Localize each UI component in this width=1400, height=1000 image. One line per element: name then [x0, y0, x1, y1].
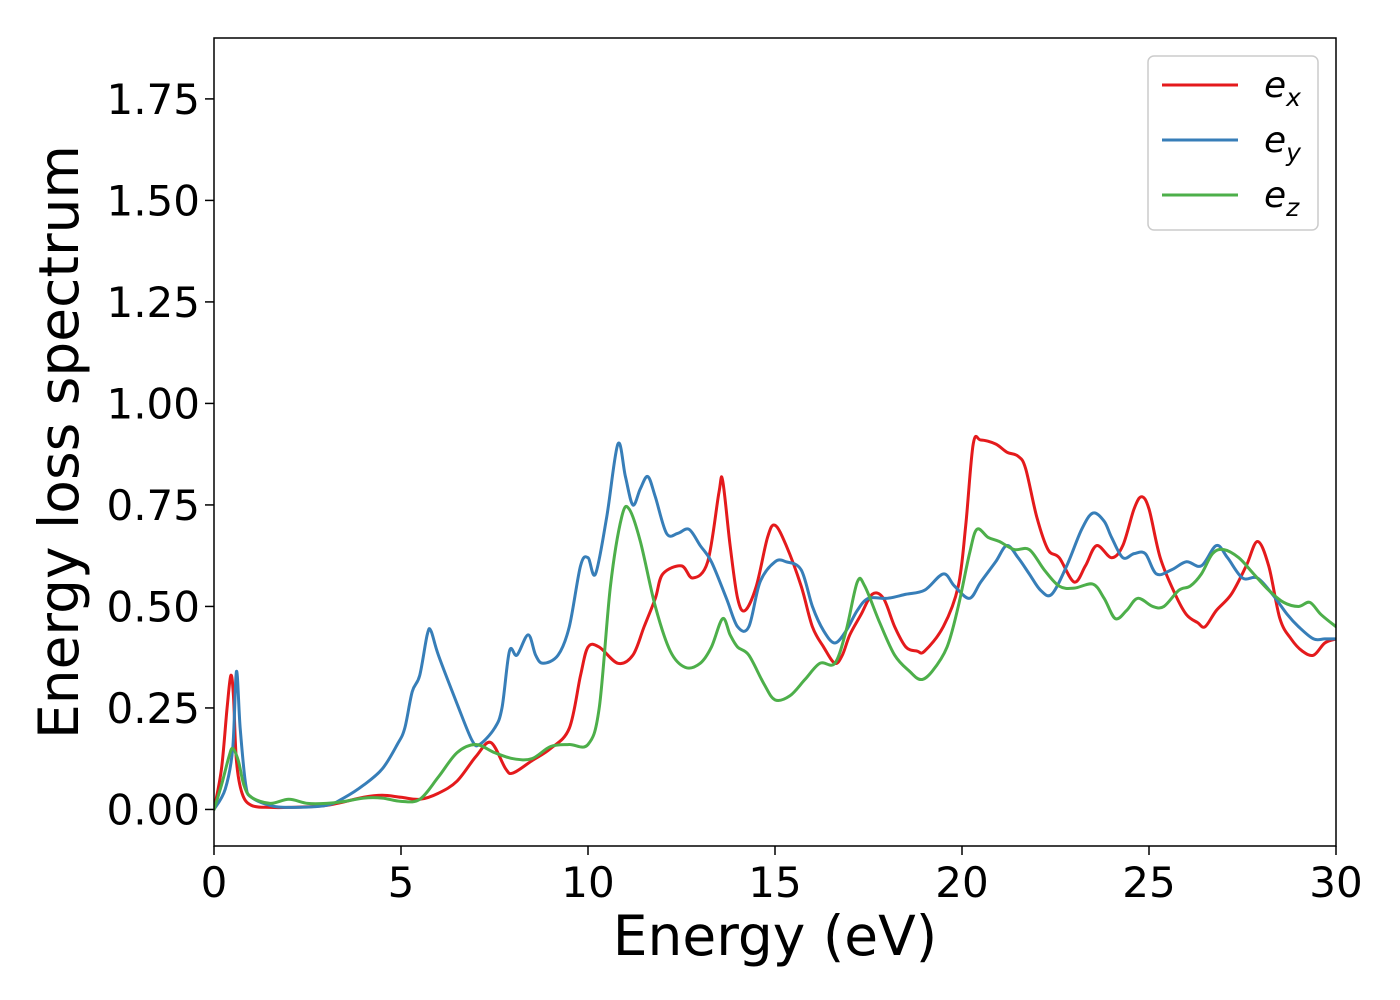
series-line-e-z — [214, 504, 1336, 811]
x-tick-label: 30 — [1309, 858, 1362, 907]
x-axis-label: Energy (eV) — [613, 904, 937, 968]
x-axis: 0 5 10 15 20 25 30 — [201, 846, 1363, 907]
x-tick-label: 25 — [1122, 858, 1175, 907]
legend-box — [1147, 55, 1319, 231]
x-tick-label: 15 — [748, 858, 801, 907]
y-axis: 0.00 0.25 0.50 0.75 1.00 1.25 1.50 1.75 — [106, 75, 214, 834]
legend-label-x: ex — [1264, 65, 1301, 112]
y-tick-label: 1.25 — [106, 278, 200, 327]
y-axis-label: Energy loss spectrum — [27, 145, 91, 739]
y-tick-label: 0.00 — [106, 785, 200, 834]
x-tick-label: 10 — [561, 858, 614, 907]
x-tick-label: 0 — [201, 858, 228, 907]
y-tick-label: 1.50 — [106, 176, 200, 225]
y-tick-label: 0.25 — [106, 684, 200, 733]
series-layer — [214, 435, 1336, 811]
x-tick-label: 5 — [388, 858, 415, 907]
y-tick-label: 0.50 — [106, 582, 200, 631]
legend: ex ey ez — [1147, 55, 1319, 231]
series-line-e-y — [214, 441, 1336, 811]
y-tick-label: 1.00 — [106, 379, 200, 428]
x-tick-label: 20 — [935, 858, 988, 907]
legend-label-z: ez — [1264, 175, 1300, 222]
series-line-e-x — [214, 435, 1336, 811]
y-tick-label: 0.75 — [106, 481, 200, 530]
legend-label-y: ey — [1264, 120, 1302, 167]
y-tick-label: 1.75 — [106, 75, 200, 124]
